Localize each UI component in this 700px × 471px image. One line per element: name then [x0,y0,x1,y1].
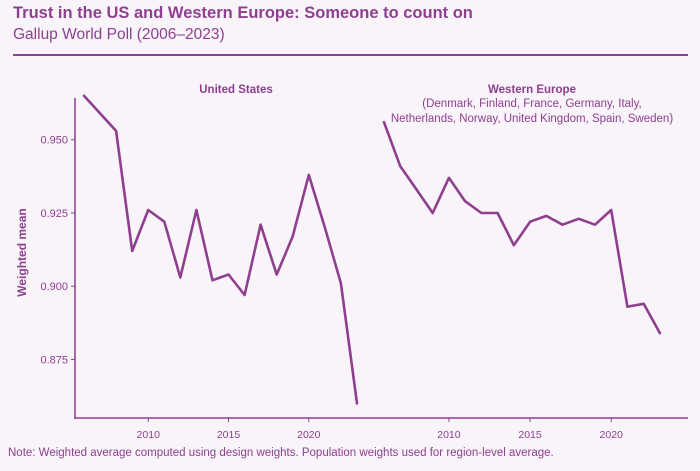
x-tick-label: 2020 [600,429,624,441]
panel-subtitle-line: (Denmark, Finland, France, Germany, Ital… [422,98,641,110]
panel-title: Western Europe [488,84,576,96]
footnote: Note: Weighted average computed using de… [8,447,554,459]
series-line [382,120,662,335]
y-tick-label: 0.925 [40,208,68,220]
x-tick-label: 2015 [217,429,241,441]
x-tick-label: 2010 [137,429,161,441]
x-tick-label: 2015 [518,429,542,441]
y-tick-label: 0.950 [40,135,68,147]
panel-title: United States [199,84,273,96]
panel-subtitle-line: Netherlands, Norway, United Kingdom, Spa… [391,113,673,125]
x-tick-label: 2020 [297,429,321,441]
chart-title: Trust in the US and Western Europe: Some… [13,4,473,22]
header-divider [13,54,688,56]
x-tick-label: 2010 [437,429,461,441]
chart-subtitle: Gallup World Poll (2006–2023) [13,26,225,43]
y-tick-label: 0.900 [40,281,68,293]
series-line [82,94,359,405]
y-tick-label: 0.875 [40,354,68,366]
y-axis-label: Weighted mean [15,208,29,296]
